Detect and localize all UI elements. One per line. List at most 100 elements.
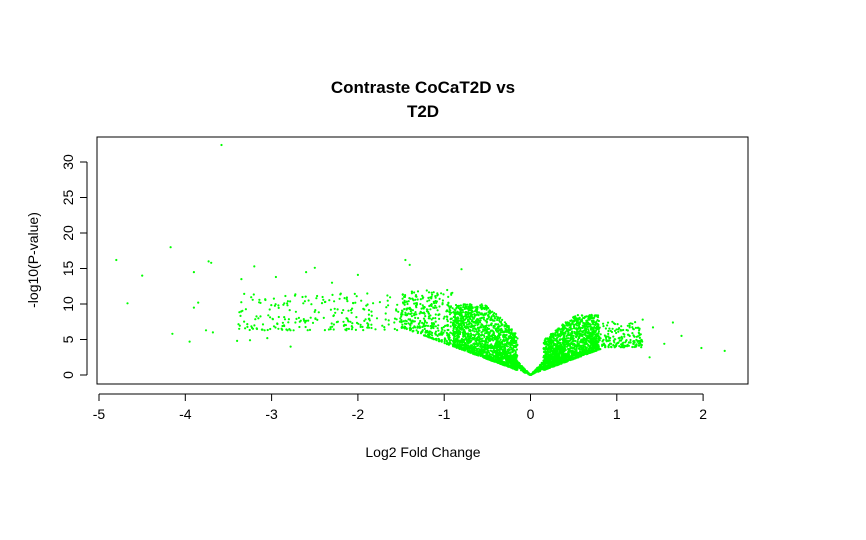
data-point bbox=[349, 320, 352, 323]
data-point bbox=[583, 325, 586, 328]
data-point bbox=[624, 345, 627, 348]
data-point bbox=[289, 329, 292, 332]
data-point bbox=[615, 331, 618, 335]
data-point bbox=[452, 311, 455, 314]
data-point bbox=[491, 310, 494, 313]
data-point bbox=[378, 301, 381, 304]
data-point bbox=[519, 365, 522, 368]
data-point bbox=[450, 293, 453, 296]
data-point bbox=[557, 361, 560, 364]
data-point bbox=[456, 321, 459, 324]
data-point bbox=[558, 338, 561, 342]
data-point bbox=[648, 356, 651, 359]
data-point bbox=[447, 295, 450, 298]
data-point bbox=[396, 303, 399, 306]
data-point bbox=[579, 321, 582, 324]
data-point bbox=[628, 322, 631, 325]
y-axis: 0 5 10 15 20 25 30 bbox=[60, 154, 88, 379]
data-point bbox=[446, 323, 449, 327]
data-point bbox=[551, 341, 554, 344]
data-point bbox=[549, 351, 552, 354]
data-point bbox=[434, 330, 438, 333]
data-point bbox=[393, 327, 396, 331]
data-point bbox=[458, 332, 461, 335]
data-point bbox=[609, 329, 612, 332]
data-point bbox=[211, 331, 214, 334]
y-tick-label: 0 bbox=[60, 371, 76, 379]
data-point bbox=[285, 328, 288, 331]
data-point bbox=[464, 332, 467, 335]
data-point bbox=[509, 343, 512, 346]
data-point bbox=[548, 354, 551, 357]
data-point bbox=[478, 350, 481, 353]
data-point bbox=[437, 313, 440, 317]
data-point bbox=[513, 340, 517, 344]
data-point bbox=[595, 325, 599, 328]
data-point bbox=[381, 324, 384, 327]
data-point bbox=[507, 328, 510, 331]
data-point bbox=[403, 308, 406, 311]
data-point bbox=[515, 360, 518, 363]
data-point bbox=[449, 321, 452, 324]
data-point bbox=[578, 326, 582, 329]
data-point bbox=[495, 323, 498, 326]
data-point bbox=[607, 346, 610, 349]
data-point bbox=[495, 341, 498, 344]
data-point bbox=[298, 325, 301, 329]
data-point bbox=[488, 309, 491, 312]
data-point bbox=[446, 288, 449, 292]
data-point bbox=[435, 300, 438, 303]
data-point bbox=[582, 329, 585, 332]
data-point bbox=[567, 358, 570, 361]
data-point bbox=[434, 304, 437, 307]
data-point bbox=[476, 305, 479, 309]
data-point bbox=[429, 296, 432, 299]
data-point bbox=[524, 371, 527, 374]
data-point bbox=[423, 319, 426, 322]
x-tick-label: 2 bbox=[699, 406, 707, 422]
data-point bbox=[489, 329, 493, 332]
data-point bbox=[440, 292, 443, 295]
data-point bbox=[476, 323, 479, 326]
data-point bbox=[621, 337, 624, 340]
data-point bbox=[575, 335, 578, 338]
data-point bbox=[580, 326, 583, 329]
data-point bbox=[543, 347, 546, 350]
data-point bbox=[356, 273, 359, 276]
data-point bbox=[563, 331, 567, 334]
data-point bbox=[585, 346, 588, 350]
data-point bbox=[424, 324, 428, 327]
data-point bbox=[320, 302, 324, 305]
data-point bbox=[323, 329, 326, 332]
data-point bbox=[294, 310, 297, 313]
data-point bbox=[580, 338, 583, 341]
data-point bbox=[468, 345, 471, 348]
data-point bbox=[606, 321, 610, 324]
data-point bbox=[579, 328, 582, 331]
data-point bbox=[422, 323, 425, 327]
data-point bbox=[238, 327, 241, 330]
data-point bbox=[582, 341, 585, 344]
data-point bbox=[419, 298, 422, 301]
data-point bbox=[287, 318, 290, 321]
data-point bbox=[553, 361, 556, 364]
data-point bbox=[551, 357, 554, 360]
data-point bbox=[562, 357, 565, 360]
data-point bbox=[475, 339, 478, 342]
data-point bbox=[548, 338, 552, 341]
data-point bbox=[496, 318, 499, 322]
data-point bbox=[452, 319, 455, 322]
data-point bbox=[456, 332, 460, 335]
data-point bbox=[413, 325, 416, 328]
data-point bbox=[638, 344, 641, 347]
data-point bbox=[447, 342, 451, 345]
data-point bbox=[461, 308, 464, 311]
data-point bbox=[332, 328, 335, 331]
data-point bbox=[422, 307, 425, 310]
data-point bbox=[513, 359, 516, 362]
data-point bbox=[541, 365, 545, 368]
data-point bbox=[554, 331, 557, 334]
data-point bbox=[428, 304, 431, 308]
data-point bbox=[512, 355, 515, 358]
